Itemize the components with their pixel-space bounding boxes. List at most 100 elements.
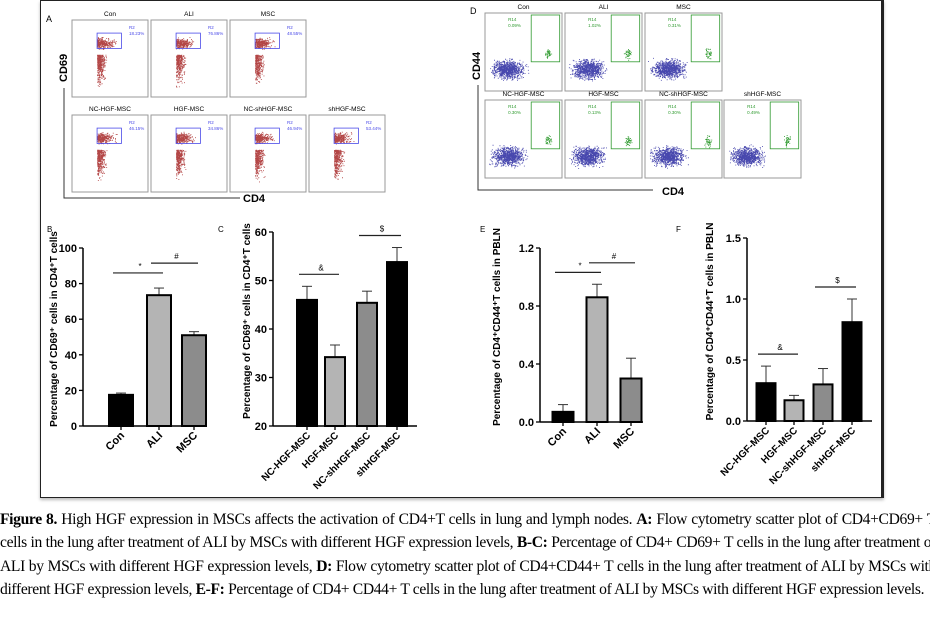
x-tick-label: MSC <box>174 430 200 456</box>
bar-ali <box>146 294 172 428</box>
scatter-plot-title: NC-HGF-MSC <box>89 106 131 113</box>
gated-events <box>545 135 553 145</box>
y-axis-label: Percentage of CD69⁺ cells in CD4⁺T cells <box>242 223 253 419</box>
gated-events <box>705 48 712 60</box>
gate-box <box>610 14 641 63</box>
caption-label: B-C: <box>516 534 548 552</box>
y-tick-label: 0.0 <box>726 416 741 428</box>
caption-text: Percentage of CD4+ CD44+ T cells in the … <box>224 581 925 599</box>
scatter-events <box>489 144 529 169</box>
caption-text: Percentage of CD4+ CD69+ T cells in the … <box>0 534 930 575</box>
y-tick-label: 60 <box>255 227 267 239</box>
panel-d-y-label: CD44 <box>471 51 483 80</box>
scatter-plot-title: Con <box>104 11 116 18</box>
gate-name: R2 <box>208 120 214 125</box>
caption-text: Flow cytometry scatter plot of CD4+CD69+… <box>0 511 930 552</box>
scatter-events <box>176 131 196 180</box>
bar-msc <box>181 334 207 427</box>
scatter-events <box>255 131 275 183</box>
bar-msc <box>619 377 643 423</box>
gate-box <box>254 32 280 49</box>
bar-nc-hgf-msc <box>755 382 777 422</box>
gate-name: R14 <box>668 104 677 109</box>
significance-mark: # <box>612 252 617 261</box>
bar-ali <box>585 296 609 423</box>
bar-hgf-msc <box>324 356 346 428</box>
gate-box <box>254 127 280 144</box>
y-tick-label: 60 <box>65 314 77 326</box>
gate-name: R2 <box>129 25 135 30</box>
gate-name: R2 <box>287 120 293 125</box>
x-tick-label: Con <box>104 429 128 453</box>
bar-nc-shhgf-msc <box>356 301 378 427</box>
panel-letter: C <box>218 225 224 234</box>
scatter-plot-frame <box>564 99 643 179</box>
gate-box <box>530 14 561 63</box>
significance-mark: $ <box>835 276 840 285</box>
y-tick-label: 0 <box>71 421 77 433</box>
scatter-plot-title: ALI <box>184 11 194 18</box>
gated-events <box>545 49 553 59</box>
significance-mark: $ <box>380 225 385 234</box>
panel-a-y-label: CD69 <box>58 53 70 82</box>
panel-letter: B <box>47 225 52 234</box>
x-tick-label: ALI <box>144 430 165 451</box>
gated-events <box>784 135 791 148</box>
x-tick-label: ALI <box>582 426 603 447</box>
y-tick-label: 1.5 <box>726 233 741 245</box>
significance-mark: # <box>174 252 179 261</box>
figure-canvas: ConR218.23%ALIR276.86%MSCR248.55%NC-HGF-… <box>47 4 872 492</box>
gate-name: R2 <box>129 120 135 125</box>
gate-name: R14 <box>747 104 756 109</box>
gate-value: 48.55% <box>287 31 302 36</box>
y-tick-label: 100 <box>59 243 77 255</box>
gated-events <box>624 136 633 147</box>
caption-figure-label: Figure 8. <box>0 511 58 528</box>
gate-box <box>769 101 800 150</box>
scatter-events <box>729 144 766 168</box>
panel-d-letter: D <box>470 6 477 16</box>
gate-name: R2 <box>208 25 214 30</box>
caption-label: E-F: <box>195 581 225 599</box>
panel-d-x-label: CD4 <box>662 186 685 198</box>
x-tick-label: Con <box>546 425 570 449</box>
gate-name: R2 <box>287 25 293 30</box>
scatter-events <box>649 145 689 169</box>
gate-box <box>690 101 721 150</box>
scatter-events <box>176 37 195 88</box>
gate-value: 46.15% <box>129 126 144 131</box>
scatter-events <box>648 57 688 81</box>
scatter-events <box>569 145 607 169</box>
scatter-plot-title: MSC <box>676 4 691 11</box>
bar-nc-hgf-msc <box>296 298 318 427</box>
scatter-plot-title: NC-HGF-MSC <box>503 91 545 98</box>
gate-value: 0.09% <box>508 23 521 28</box>
scatter-plot-title: Con <box>518 4 530 11</box>
y-tick-label: 40 <box>65 350 77 362</box>
scatter-plot-title: HGF-MSC <box>174 106 205 113</box>
bar-shhgf-msc <box>841 321 863 422</box>
panel-a-x-label: CD4 <box>243 193 266 205</box>
gate-box <box>333 127 359 144</box>
gate-box <box>96 127 122 144</box>
x-tick-label: NC-HGF-MSC <box>719 425 772 478</box>
scatter-plot-title: NC-shHGF-MSC <box>244 106 293 113</box>
panel-letter: F <box>676 225 681 234</box>
gate-name: R14 <box>588 104 597 109</box>
scatter-plot-title: ALI <box>599 4 609 11</box>
gated-events <box>704 135 713 149</box>
panel-a-letter: A <box>46 14 53 24</box>
panel_a-axis-line <box>63 88 240 199</box>
gate-value: 0.13% <box>588 110 601 115</box>
figure-panel <box>40 0 884 498</box>
y-axis-label: Percentage of CD69⁺ cells in CD4⁺T cells <box>49 231 60 427</box>
gate-box <box>690 14 721 63</box>
scatter-events <box>97 132 118 181</box>
figure-caption: Figure 8. High HGF expression in MSCs af… <box>0 508 930 602</box>
y-tick-label: 80 <box>65 279 77 291</box>
caption-label: A: <box>636 511 653 528</box>
caption-text: High HGF expression in MSCs affects the … <box>57 511 637 528</box>
gate-box <box>175 127 201 144</box>
gate-value: 0.30% <box>668 110 681 115</box>
gate-value: 53.44% <box>366 126 381 131</box>
